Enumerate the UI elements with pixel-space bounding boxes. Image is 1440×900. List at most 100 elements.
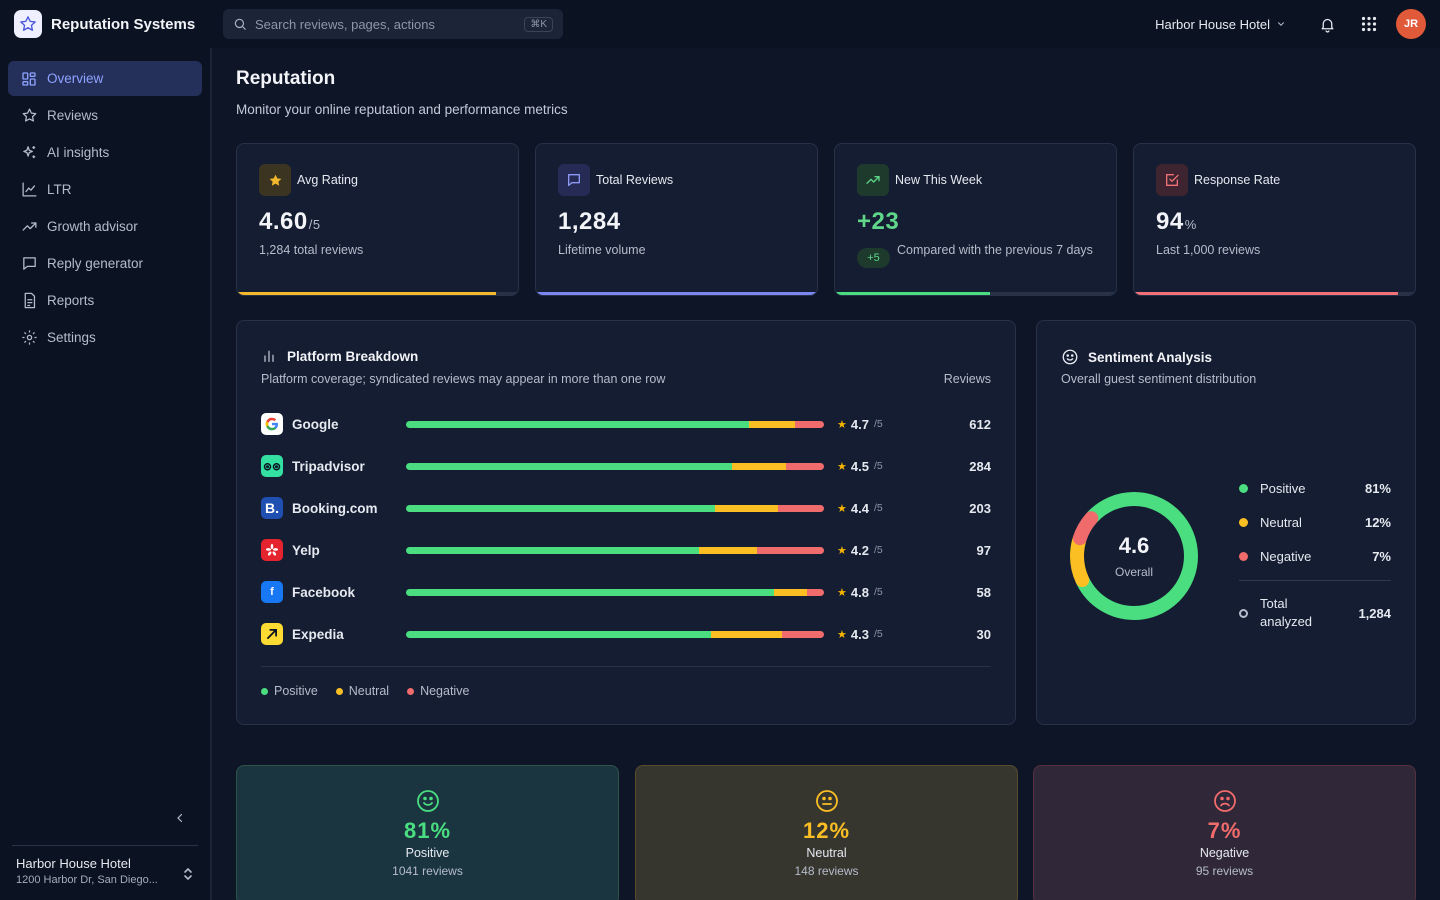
sidebar-item-ltr[interactable]: LTR — [8, 172, 202, 207]
sentiment-donut-chart — [1070, 492, 1198, 620]
hotel-switcher[interactable]: Harbor House Hotel 1200 Harbor Dr, San D… — [12, 845, 198, 886]
platform-review-count: 612 — [969, 416, 991, 432]
platform-row-expedia[interactable]: Expedia ★ 4.3/5 30 — [261, 622, 991, 646]
star-icon: ★ — [837, 418, 847, 431]
sentiment-bar — [406, 420, 824, 428]
reviews-column-header: Reviews — [943, 372, 991, 386]
platform-rating: ★ 4.4/5 — [837, 500, 883, 516]
stat-progress — [237, 292, 518, 295]
donut-segment-positive — [1070, 492, 1198, 620]
app-name: Reputation Systems — [51, 15, 196, 33]
sidebar-item-reviews[interactable]: Reviews — [8, 98, 202, 133]
sidebar-nav: Overview Reviews AI insights LTR Growth … — [0, 48, 210, 355]
sidebar-item-label: Overview — [47, 71, 104, 86]
summary-count: 1041 reviews — [392, 864, 463, 878]
sentiment-segment-negative — [807, 588, 824, 596]
sentiment-segment-positive — [406, 420, 749, 428]
platform-rating: ★ 4.5/5 — [837, 458, 883, 474]
collapse-sidebar-button[interactable] — [170, 808, 190, 828]
sentiment-legend: Positive 81% Neutral 12% Negative 7% Total … — [1239, 478, 1391, 631]
hotel-name: Harbor House Hotel — [16, 856, 131, 871]
stat-progress-fill — [835, 292, 990, 295]
page-subtitle: Monitor your online reputation and perfo… — [236, 102, 568, 117]
donut-center: 4.6 Overall — [1067, 489, 1201, 623]
user-avatar[interactable]: JR — [1396, 9, 1426, 39]
tripadvisor-icon — [261, 455, 283, 477]
search-input[interactable]: Search reviews, pages, actions ⌘K — [223, 9, 563, 39]
sentiment-segment-neutral — [711, 630, 783, 638]
sidebar-item-label: LTR — [47, 182, 72, 197]
sidebar-item-reply-generator[interactable]: Reply generator — [8, 246, 202, 281]
platform-row-yelp[interactable]: Yelp ★ 4.2/5 97 — [261, 538, 991, 562]
sentiment-bar — [406, 504, 824, 512]
sidebar-item-reports[interactable]: Reports — [8, 283, 202, 318]
sentiment-segment-negative — [782, 630, 824, 638]
sentiment-segment-negative — [794, 420, 824, 428]
apps-button[interactable] — [1354, 9, 1384, 39]
search-placeholder: Search reviews, pages, actions — [255, 16, 435, 32]
smile-icon — [416, 790, 439, 812]
sidebar-item-label: Growth advisor — [47, 219, 138, 234]
sentiment-segment-negative — [778, 504, 824, 512]
sentiment-segment-negative — [786, 462, 824, 470]
sentiment-bar — [406, 546, 824, 554]
summary-card-negative: 7% Negative 95 reviews — [1033, 765, 1416, 900]
stat-label: New This Week — [895, 173, 983, 187]
page-title: Reputation — [236, 68, 336, 89]
legend-neutral: Neutral — [335, 684, 389, 698]
sentiment-legend: Positive Neutral Negative — [261, 684, 487, 698]
booking-icon: B. — [261, 497, 283, 519]
sentiment-segment-positive — [406, 462, 733, 470]
sentiment-bar — [406, 588, 824, 596]
chevron-left-icon — [177, 813, 183, 823]
yelp-icon — [261, 539, 283, 561]
star-icon: ★ — [837, 544, 847, 557]
sentiment-segment-positive — [406, 588, 774, 596]
sidebar-item-label: Reviews — [47, 108, 99, 123]
sidebar-item-growth-advisor[interactable]: Growth advisor — [8, 209, 202, 244]
bar-chart-icon — [264, 350, 274, 362]
brand[interactable]: Reputation Systems — [0, 10, 223, 38]
sidebar-item-label: Settings — [47, 330, 96, 345]
stat-note: Compared with the previous 7 days — [897, 243, 1093, 257]
platform-row-google[interactable]: Google ★ 4.7/5 612 — [261, 412, 991, 436]
facebook-icon: f — [261, 581, 283, 603]
platform-review-count: 30 — [976, 626, 991, 642]
donut-segment-neutral — [1070, 492, 1198, 620]
gear-icon — [20, 329, 38, 347]
overall-score: 4.6 — [1118, 533, 1150, 558]
star-icon — [20, 107, 38, 125]
platform-row-tripadvisor[interactable]: Tripadvisor ★ 4.5/5 284 — [261, 454, 991, 478]
sidebar-item-settings[interactable]: Settings — [8, 320, 202, 355]
sentiment-segment-negative — [757, 546, 824, 554]
sentiment-row-negative: Negative 7% — [1239, 546, 1391, 566]
total-analyzed: Total analyzed 1,284 — [1239, 595, 1391, 631]
notifications-button[interactable] — [1312, 9, 1342, 39]
summary-count: 148 reviews — [794, 864, 859, 878]
stat-card-response-rate: Response Rate 94% Last 1,000 reviews — [1133, 143, 1416, 296]
platform-breakdown-card: Platform Breakdown Platform coverage; sy… — [236, 320, 1016, 725]
sentiment-row-neutral: Neutral 12% — [1239, 512, 1391, 532]
summary-label: Negative — [1199, 846, 1250, 860]
sentiment-segment-positive — [406, 504, 716, 512]
sidebar-item-ai-insights[interactable]: AI insights — [8, 135, 202, 170]
sidebar-item-overview[interactable]: Overview — [8, 61, 202, 96]
stat-progress — [1134, 292, 1415, 295]
hotel-selector[interactable]: Harbor House Hotel — [1155, 17, 1286, 32]
expedia-icon — [261, 623, 283, 645]
sidebar: Overview Reviews AI insights LTR Growth … — [0, 48, 212, 900]
star-icon: ★ — [837, 586, 847, 599]
overall-score-label: Overall — [1114, 565, 1153, 579]
platform-row-booking[interactable]: B. Booking.com ★ 4.4/5 203 — [261, 496, 991, 520]
platform-name: Expedia — [292, 626, 344, 642]
stat-label: Response Rate — [1194, 173, 1281, 187]
document-icon — [20, 292, 38, 310]
stat-progress-fill — [536, 292, 817, 295]
stat-label: Avg Rating — [297, 173, 358, 187]
neutral-face-icon — [815, 790, 838, 812]
platform-review-count: 97 — [976, 542, 991, 558]
platform-row-facebook[interactable]: f Facebook ★ 4.8/5 58 — [261, 580, 991, 604]
platform-name: Tripadvisor — [292, 458, 365, 474]
platform-review-count: 203 — [969, 500, 991, 516]
stat-note: Lifetime volume — [558, 243, 646, 257]
